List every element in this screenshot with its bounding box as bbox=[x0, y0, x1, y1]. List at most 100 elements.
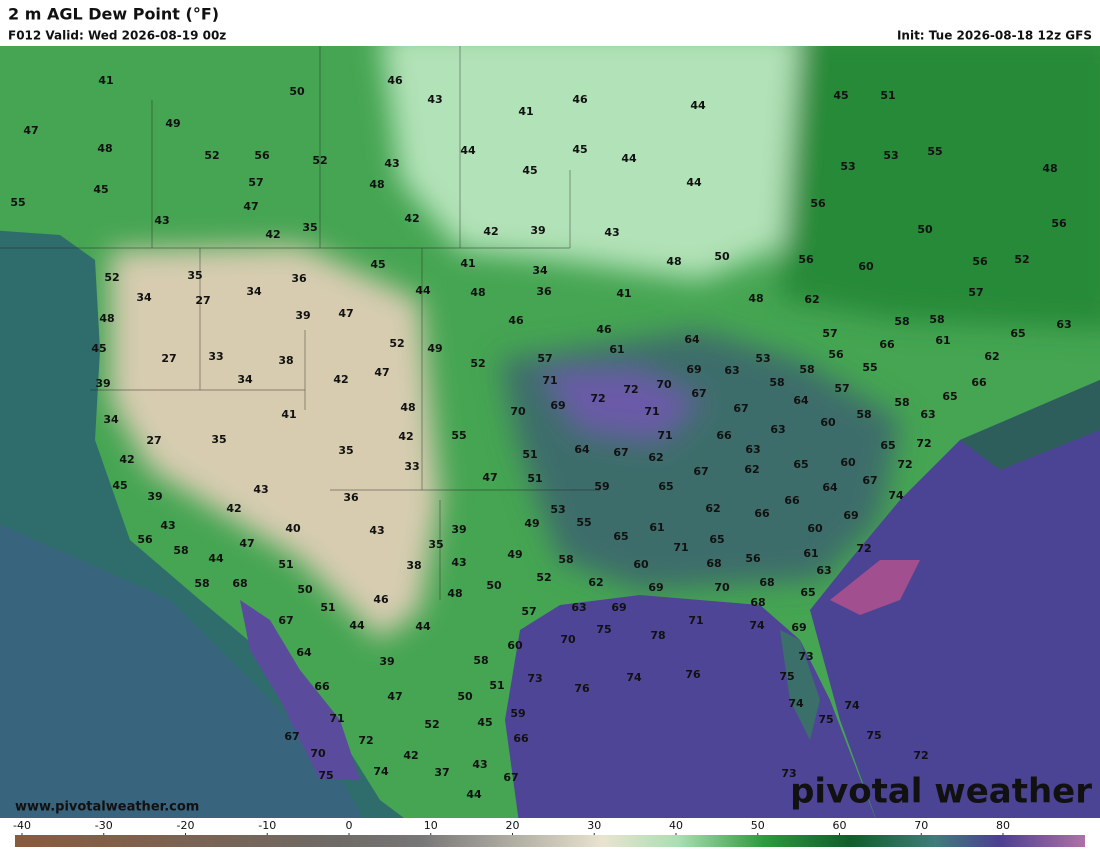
dew-point-label: 44 bbox=[621, 152, 637, 165]
dew-point-label: 47 bbox=[338, 307, 353, 320]
dew-point-label: 74 bbox=[626, 671, 642, 684]
dew-point-label: 45 bbox=[370, 258, 385, 271]
dew-point-label: 34 bbox=[246, 285, 262, 298]
dew-point-label: 41 bbox=[281, 408, 296, 421]
dew-point-label: 65 bbox=[658, 480, 673, 493]
colorbar-tick-label: -10 bbox=[258, 819, 276, 832]
dew-point-label: 69 bbox=[611, 601, 626, 614]
dew-point-label: 57 bbox=[968, 286, 983, 299]
title: 2 m AGL Dew Point (°F) bbox=[8, 5, 219, 24]
dew-point-label: 27 bbox=[146, 434, 161, 447]
dew-point-label: 50 bbox=[297, 583, 313, 596]
dew-point-label: 52 bbox=[424, 718, 439, 731]
dew-point-label: 72 bbox=[913, 749, 928, 762]
dew-point-label: 45 bbox=[572, 143, 587, 156]
dew-point-label: 53 bbox=[883, 149, 898, 162]
dew-point-label: 64 bbox=[684, 333, 700, 346]
dew-point-label: 62 bbox=[744, 463, 759, 476]
dew-point-label: 53 bbox=[550, 503, 565, 516]
dew-point-label: 39 bbox=[95, 377, 110, 390]
dew-point-label: 43 bbox=[427, 93, 442, 106]
dew-point-label: 70 bbox=[560, 633, 576, 646]
dew-point-label: 51 bbox=[278, 558, 293, 571]
brand: pivotal weather bbox=[790, 772, 1092, 812]
dew-point-label: 48 bbox=[369, 178, 384, 191]
dew-point-label: 67 bbox=[278, 614, 293, 627]
dew-point-label: 70 bbox=[510, 405, 526, 418]
dew-point-label: 46 bbox=[572, 93, 588, 106]
dew-point-label: 61 bbox=[609, 343, 624, 356]
dew-point-label: 55 bbox=[451, 429, 466, 442]
dew-point-label: 61 bbox=[803, 547, 818, 560]
dew-point-label: 72 bbox=[856, 542, 871, 555]
dew-point-label: 52 bbox=[536, 571, 551, 584]
dew-point-label: 60 bbox=[858, 260, 874, 273]
dew-point-label: 52 bbox=[389, 337, 404, 350]
dew-point-label: 50 bbox=[917, 223, 933, 236]
dew-point-label: 51 bbox=[489, 679, 504, 692]
dew-point-label: 56 bbox=[254, 149, 270, 162]
florida bbox=[780, 630, 820, 740]
dew-point-label: 43 bbox=[253, 483, 268, 496]
dew-point-label: 52 bbox=[204, 149, 219, 162]
dew-point-label: 34 bbox=[136, 291, 152, 304]
borders bbox=[0, 46, 600, 600]
dew-point-label: 71 bbox=[657, 429, 672, 442]
dew-point-label: 48 bbox=[748, 292, 763, 305]
dew-point-label: 75 bbox=[818, 713, 833, 726]
colorbar-tick-label: -40 bbox=[13, 819, 31, 832]
dew-point-label: 44 bbox=[466, 788, 482, 801]
dew-point-label: 62 bbox=[705, 502, 720, 515]
colorbar bbox=[15, 835, 1085, 847]
dew-point-label: 42 bbox=[226, 502, 241, 515]
colorbar-tick-label: 70 bbox=[914, 819, 928, 832]
dew-point-label: 47 bbox=[239, 537, 254, 550]
dew-point-label: 52 bbox=[312, 154, 327, 167]
dew-point-label: 48 bbox=[1042, 162, 1057, 175]
dew-point-label: 57 bbox=[822, 327, 837, 340]
dew-point-label: 67 bbox=[693, 465, 708, 478]
dew-point-label: 47 bbox=[374, 366, 389, 379]
dew-point-label: 41 bbox=[98, 74, 113, 87]
dew-point-label: 44 bbox=[686, 176, 702, 189]
dew-point-label: 45 bbox=[522, 164, 537, 177]
dew-point-label: 45 bbox=[833, 89, 848, 102]
dew-point-label: 60 bbox=[840, 456, 856, 469]
dew-point-label: 47 bbox=[387, 690, 402, 703]
dew-point-label: 67 bbox=[503, 771, 518, 784]
dew-point-label: 64 bbox=[793, 394, 809, 407]
dew-point-label: 43 bbox=[384, 157, 399, 170]
map bbox=[0, 46, 1100, 818]
colorbar-tick-label: 50 bbox=[751, 819, 765, 832]
dew-point-label: 63 bbox=[816, 564, 831, 577]
colorbar-tick-label: -20 bbox=[177, 819, 195, 832]
dew-point-label: 51 bbox=[320, 601, 335, 614]
dew-point-label: 60 bbox=[633, 558, 649, 571]
dew-point-label: 65 bbox=[613, 530, 628, 543]
dew-point-label: 46 bbox=[508, 314, 524, 327]
dew-point-label: 41 bbox=[518, 105, 533, 118]
dew-point-label: 39 bbox=[295, 309, 310, 322]
dew-point-label: 52 bbox=[104, 271, 119, 284]
dew-point-label: 68 bbox=[232, 577, 247, 590]
dew-point-label: 63 bbox=[770, 423, 785, 436]
field-very-humid bbox=[540, 370, 700, 440]
dew-point-label: 63 bbox=[1056, 318, 1071, 331]
dew-point-label: 76 bbox=[574, 682, 590, 695]
dew-point-label: 44 bbox=[349, 619, 365, 632]
colorbar-tick-label: 20 bbox=[506, 819, 520, 832]
dew-point-label: 75 bbox=[779, 670, 794, 683]
dew-point-label: 75 bbox=[318, 769, 333, 782]
dew-point-label: 39 bbox=[530, 224, 545, 237]
dew-point-label: 56 bbox=[798, 253, 814, 266]
dew-point-label: 75 bbox=[866, 729, 881, 742]
dew-point-label: 65 bbox=[800, 586, 815, 599]
dew-point-label: 38 bbox=[278, 354, 293, 367]
dew-point-label: 72 bbox=[916, 437, 931, 450]
dew-point-label: 33 bbox=[208, 350, 223, 363]
dew-point-label: 34 bbox=[237, 373, 253, 386]
valid-time: F012 Valid: Wed 2026-08-19 00z bbox=[8, 29, 226, 43]
dew-point-label: 71 bbox=[329, 712, 344, 725]
dew-point-label: 34 bbox=[103, 413, 119, 426]
dew-point-label: 75 bbox=[596, 623, 611, 636]
